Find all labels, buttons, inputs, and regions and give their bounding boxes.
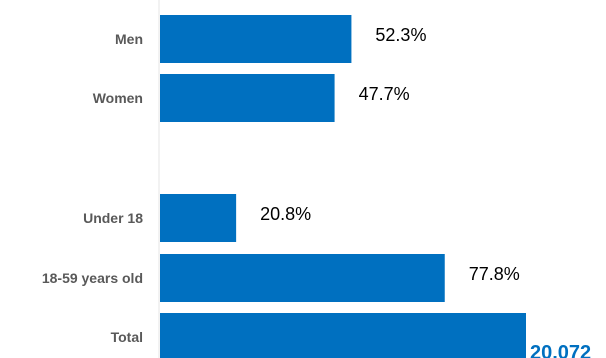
bar-under-18: [160, 194, 237, 242]
value-label-18-59-years-old: 77.8%: [469, 264, 520, 284]
bar-18-59-years-old: [160, 254, 445, 302]
value-label-under-18: 20.8%: [260, 204, 311, 224]
category-label-under-18: Under 18: [83, 210, 143, 226]
category-label-women: Women: [93, 90, 143, 106]
bar-women: [160, 74, 335, 122]
category-label-18-59-years-old: 18-59 years old: [42, 270, 143, 286]
value-label-men: 52.3%: [375, 25, 426, 45]
bar-total: [160, 313, 526, 358]
bar-men: [160, 15, 352, 63]
value-label-women: 47.7%: [359, 84, 410, 104]
category-label-men: Men: [115, 31, 143, 47]
bars-group: [160, 15, 526, 358]
total-value-label: 20,072: [530, 342, 591, 358]
category-labels-group: Men Women Under 18 18-59 years old Total: [42, 31, 143, 345]
value-labels-group: 52.3% 47.7% 20.8% 77.8% 20,072: [260, 25, 591, 358]
category-label-total: Total: [111, 329, 143, 345]
